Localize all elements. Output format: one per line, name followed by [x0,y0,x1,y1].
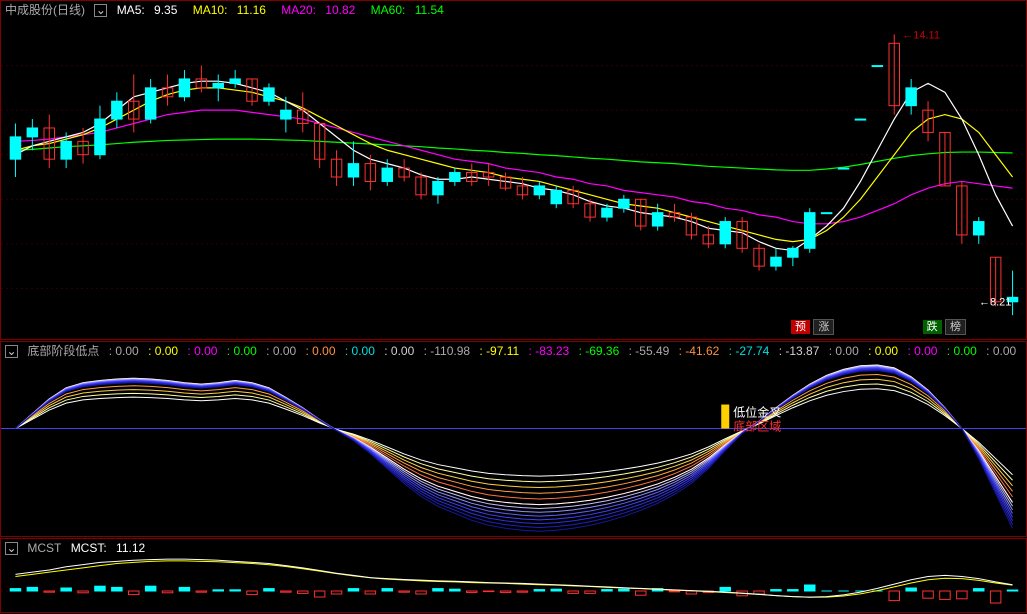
candlestick-panel[interactable]: 中成股份(日线) ⌄ MA5: 9.35 MA10: 11.16 MA20: 1… [0,0,1027,340]
badge-bang: 榜 [945,319,966,335]
svg-text:←8.21: ←8.21 [979,296,1011,308]
badge-group-right: 跌 榜 [923,319,966,335]
svg-text:底部区域: 底部区域 [733,419,781,434]
indicator-chart[interactable]: 低位金叉底部区域 [1,342,1026,536]
mcst-panel[interactable]: ⌄ MCST MCST: 11.12 [0,538,1027,613]
candlestick-chart[interactable]: ←14.11 ←8.21 [1,1,1026,339]
indicator-panel[interactable]: ⌄ 底部阶段低点 : 0.00 : 0.00 : 0.00 : 0.00 : 0… [0,341,1027,537]
svg-text:←14.11: ←14.11 [902,29,940,41]
badge-die: 跌 [923,320,942,334]
badge-zhang: 涨 [813,319,834,335]
mcst-chart[interactable] [1,539,1026,612]
badge-group-left: 预 涨 [791,319,834,335]
badge-yu: 预 [791,320,810,334]
svg-text:低位金叉: 低位金叉 [733,405,781,420]
